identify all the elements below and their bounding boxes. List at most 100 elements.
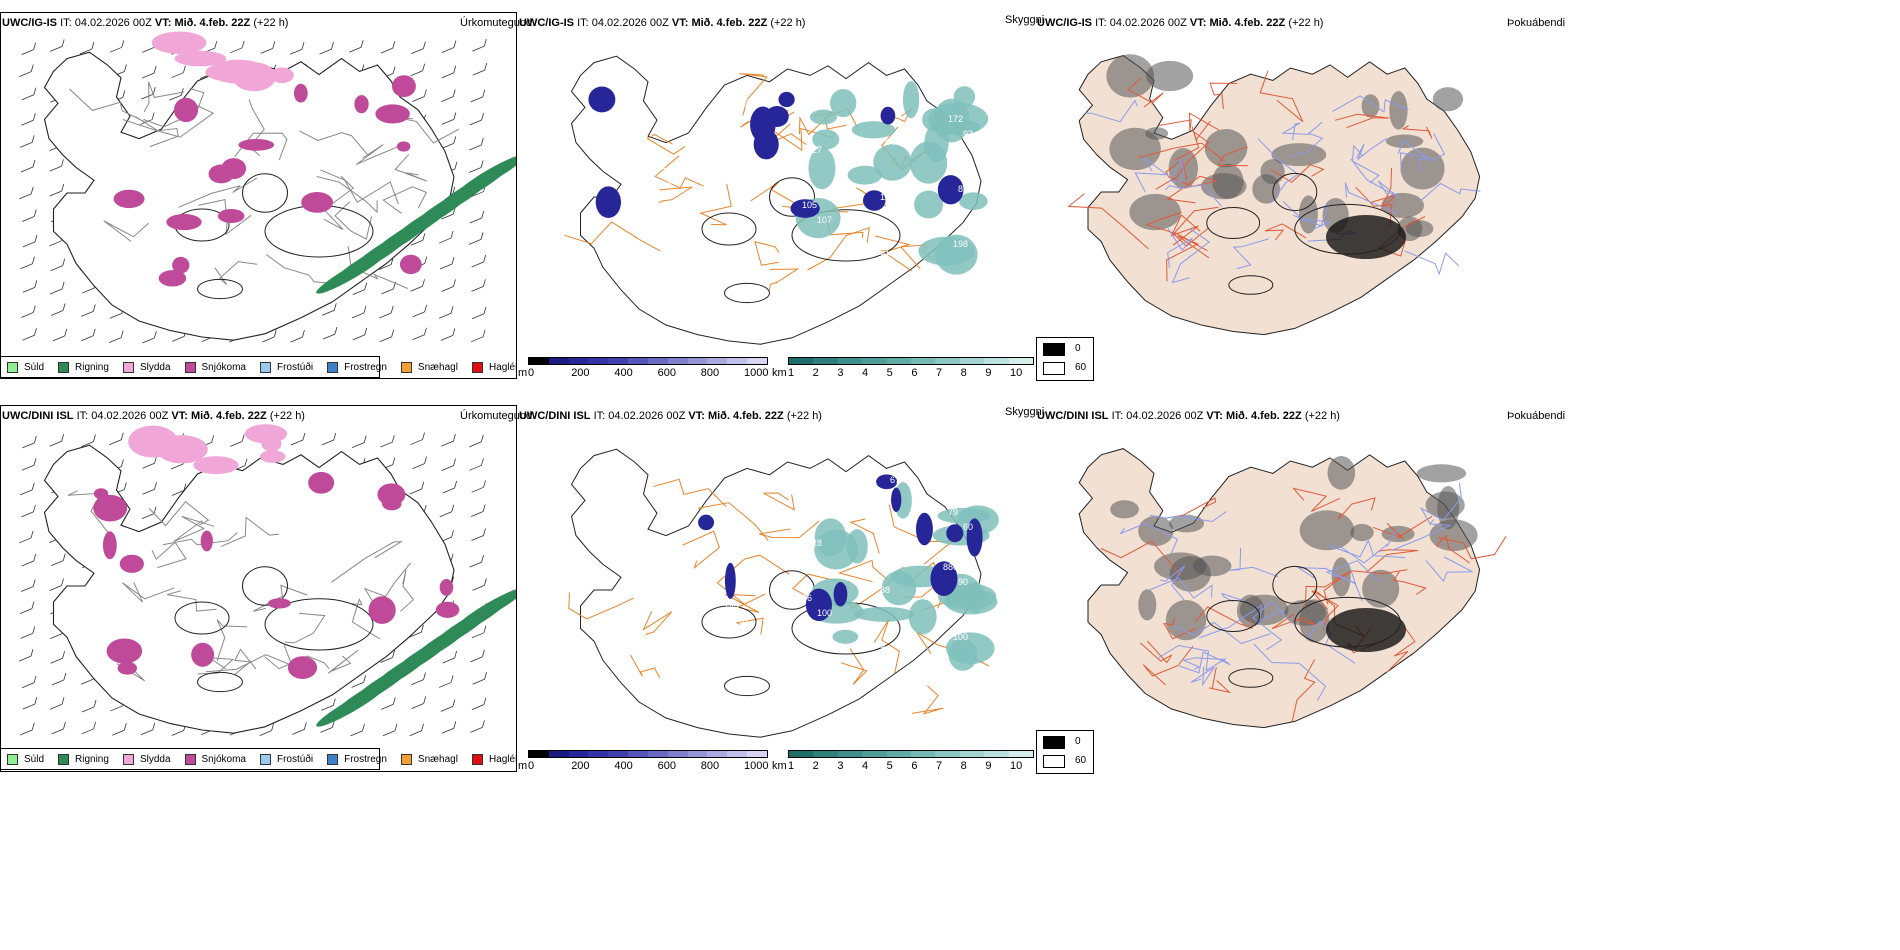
precip-field-label-top: Úrkomutegund [460,17,533,29]
snow-area [354,95,369,114]
road-line [1138,142,1225,162]
wind-barb [322,326,338,340]
road-line [1386,626,1416,673]
fog-legend-label: 60 [1075,755,1087,766]
snow-area [166,213,202,231]
ceiling-bar-tick: 0 [528,367,535,379]
river-line [1350,158,1400,199]
ceiling-value-label: 104 [812,90,827,100]
river-line [1190,666,1215,687]
visibility-area [924,123,949,162]
visibility-panel-top: 12 69 63 107 179 93 103 108 104 64 87 155 828 527 118 1… [518,12,1035,357]
wind-barb [21,553,37,567]
wind-barb [81,304,96,317]
sleet-area [193,456,239,475]
road-line [699,183,732,226]
ceiling-value-label: 172 [948,114,963,124]
ceiling-bar-tick: 800 [700,760,720,772]
road-line [658,186,693,204]
wind-barb [471,279,486,292]
low-ceiling-area [930,561,958,596]
glacier-outline [724,675,770,697]
road-line [1271,613,1317,630]
precip-legend-item: Slydda [122,361,171,373]
fog-legend-label: 60 [1075,362,1087,373]
ceiling-bar-unit: m [518,367,528,379]
wind-barb [411,696,427,709]
wind-barb [440,699,456,712]
fog-shading [1239,594,1289,626]
glacier-outline [701,605,757,639]
snow-area [93,494,128,522]
snow-area [308,471,335,494]
low-ceiling-area [724,562,736,600]
ceiling-value-label: 100 [817,608,832,618]
wind-barb [438,675,454,688]
ceiling-value-label: 131 [875,247,890,257]
legend-label: Frostúði [276,361,314,373]
road-line [1259,70,1304,123]
wind-barb [22,435,37,449]
fog-legend-bottom: 0 60 [1036,730,1094,774]
legend-label: Frostregn [344,753,387,765]
wind-barb [441,721,457,734]
wind-barb [469,458,484,471]
ceiling-value-label: 100 [953,632,968,642]
fog-shading [1327,455,1356,490]
low-ceiling-area [588,86,616,113]
visibility-area [854,606,914,622]
snow-area [119,554,144,573]
ceiling-value-label: 64 [885,137,895,147]
road-line [1174,120,1211,161]
wind-barb [22,328,37,341]
wind-barb [109,40,125,53]
wind-barb [442,650,458,664]
wind-barb [441,458,456,472]
low-ceiling-area [805,588,832,622]
fog-shading [1298,195,1318,234]
road-line [1217,146,1249,167]
wind-barb [290,329,305,343]
river-line [1228,547,1279,578]
glacier-outline [174,601,230,635]
wind-barb [471,697,487,711]
visibility-bar-tick: 1 [788,367,795,379]
snow-area [435,601,460,618]
wind-barb [21,305,36,318]
river-line [1281,122,1310,141]
low-ceiling-area [833,582,848,607]
glacier-outline [1272,172,1318,212]
wind-barb [410,279,425,292]
visibility-bar-tick: 7 [936,367,943,379]
wind-barb [349,40,364,53]
river-line [1252,600,1295,651]
river-line [1159,565,1186,601]
wind-barb [51,672,67,686]
ceiling-value-label: 828 [734,98,749,108]
wind-barb [21,113,36,126]
visibility-bar-tick: 8 [960,367,967,379]
road-line [1163,617,1197,640]
wind-barb [468,160,484,173]
road-line [178,177,258,208]
wind-barb [351,675,367,688]
glacier-outline [1294,596,1401,648]
wind-barb [352,282,368,295]
low-ceiling-area [595,186,622,218]
visibility-field-label-bottom: Skyggni [1005,406,1045,418]
precip-map-bottom [18,424,516,737]
ceiling-value-label: 60 [963,522,973,532]
sleet-area [232,62,276,92]
road-line [220,516,279,547]
fog-shading [1361,94,1380,118]
legend-swatch [7,753,18,765]
fog-shading [1165,599,1207,641]
road-line [205,644,293,673]
wind-barb [259,723,274,737]
river-line [1257,138,1299,204]
river-line [1199,604,1286,639]
wind-barb [19,64,34,77]
wind-barb [50,258,66,272]
road-line [351,598,381,640]
glacier-outline [1272,565,1318,605]
